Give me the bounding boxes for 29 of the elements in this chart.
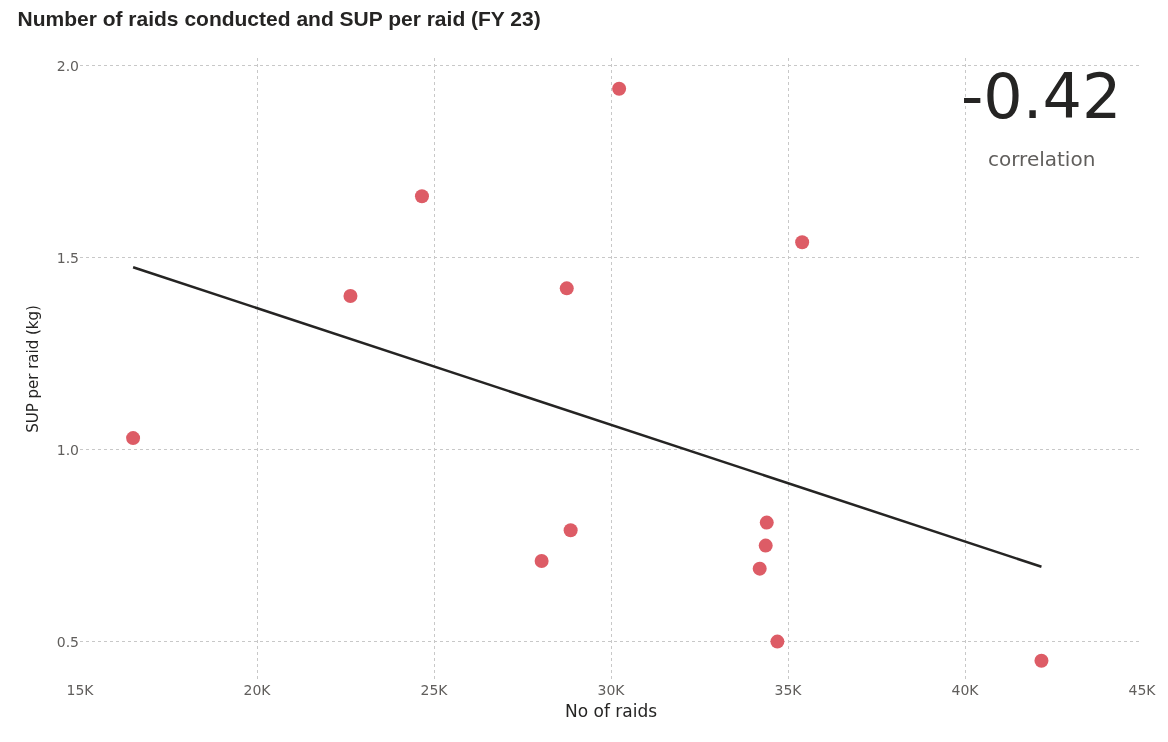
point [758,538,773,553]
point [612,81,627,96]
x-tick-label: 35K [774,682,803,698]
point [759,515,774,530]
annotation: -0.42 [961,60,1122,133]
x-tick-label: 15K [66,682,95,698]
point [563,523,578,538]
point [343,289,358,304]
point [770,634,785,649]
y-tick-label: 2.0 [56,57,79,74]
point [795,235,810,250]
point [126,431,141,446]
chart-title: Number of raids conducted and SUP per raid (FY 23) [17,6,541,30]
point [559,281,574,296]
x-tick-label: 30K [597,682,626,698]
x-tick-label: 25K [420,682,449,698]
point [752,561,767,576]
x-axis-title: No of raids [564,701,658,722]
y-tick-label: 1.0 [56,441,79,458]
annotation: correlation [988,147,1096,171]
y-tick-label: 1.5 [56,249,79,266]
point [1034,653,1049,668]
x-tick-label: 20K [243,682,272,698]
point [534,553,549,568]
y-axis-title: SUP per raid (kg) [23,305,42,433]
x-tick-label: 45K [1128,682,1157,698]
x-tick-label: 40K [951,682,980,698]
y-tick-label: 0.5 [56,633,79,650]
point [414,189,429,204]
